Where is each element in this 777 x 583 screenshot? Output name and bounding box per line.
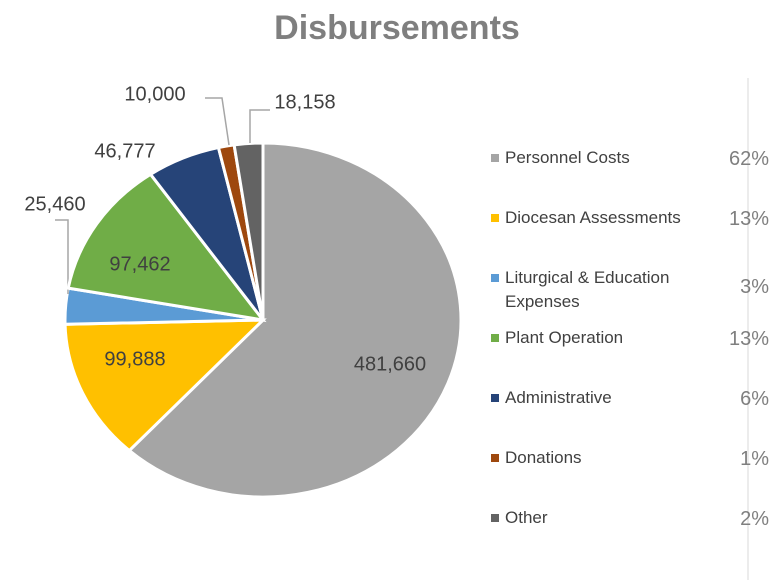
legend-percent: 13% <box>728 328 769 350</box>
legend-item: Administrative <box>491 386 711 410</box>
data-label: 18,158 <box>274 91 335 113</box>
legend-label: Administrative <box>505 388 612 407</box>
data-label: 46,777 <box>94 140 155 162</box>
legend-percent: 3% <box>740 276 769 298</box>
legend-item: Liturgical & Education Expenses <box>491 266 711 314</box>
pie-slice <box>127 141 463 499</box>
legend-marker <box>491 454 499 462</box>
legend-item: Plant Operation <box>491 326 711 350</box>
legend-label: Liturgical & Education Expenses <box>505 268 670 311</box>
data-label: 10,000 <box>124 83 185 105</box>
data-label: 481,660 <box>354 353 426 375</box>
legend-item: Donations <box>491 446 711 470</box>
leader-line <box>205 97 230 146</box>
legend-item: Other <box>491 506 711 530</box>
legend-marker <box>491 274 499 282</box>
pie-slice <box>232 141 265 321</box>
pie-slice <box>63 318 267 453</box>
legend-percent: 1% <box>740 448 769 470</box>
legend-marker <box>491 154 499 162</box>
leader-line <box>249 109 270 143</box>
legend-marker <box>491 334 499 342</box>
legend-label: Donations <box>505 448 582 467</box>
chart-title: Disbursements <box>274 9 520 47</box>
legend-label: Plant Operation <box>505 328 624 347</box>
data-label: 25,460 <box>24 193 85 215</box>
legend-item: Personnel Costs <box>491 146 711 170</box>
leader-line <box>55 219 69 294</box>
legend-label: Diocesan Assessments <box>505 208 681 227</box>
legend-percent: 13% <box>728 208 769 230</box>
legend-percent: 6% <box>740 388 769 410</box>
legend-item: Diocesan Assessments <box>491 206 711 230</box>
legend-label: Other <box>505 508 548 527</box>
legend-marker <box>491 514 499 522</box>
data-label: 97,462 <box>109 253 170 275</box>
legend-label: Personnel Costs <box>505 148 630 167</box>
pie-slice <box>66 172 267 323</box>
legend-marker <box>491 214 499 222</box>
legend-marker <box>491 394 499 402</box>
legend-percent: 62% <box>728 148 769 170</box>
legend-percent: 2% <box>740 508 769 530</box>
data-label: 99,888 <box>104 348 165 370</box>
